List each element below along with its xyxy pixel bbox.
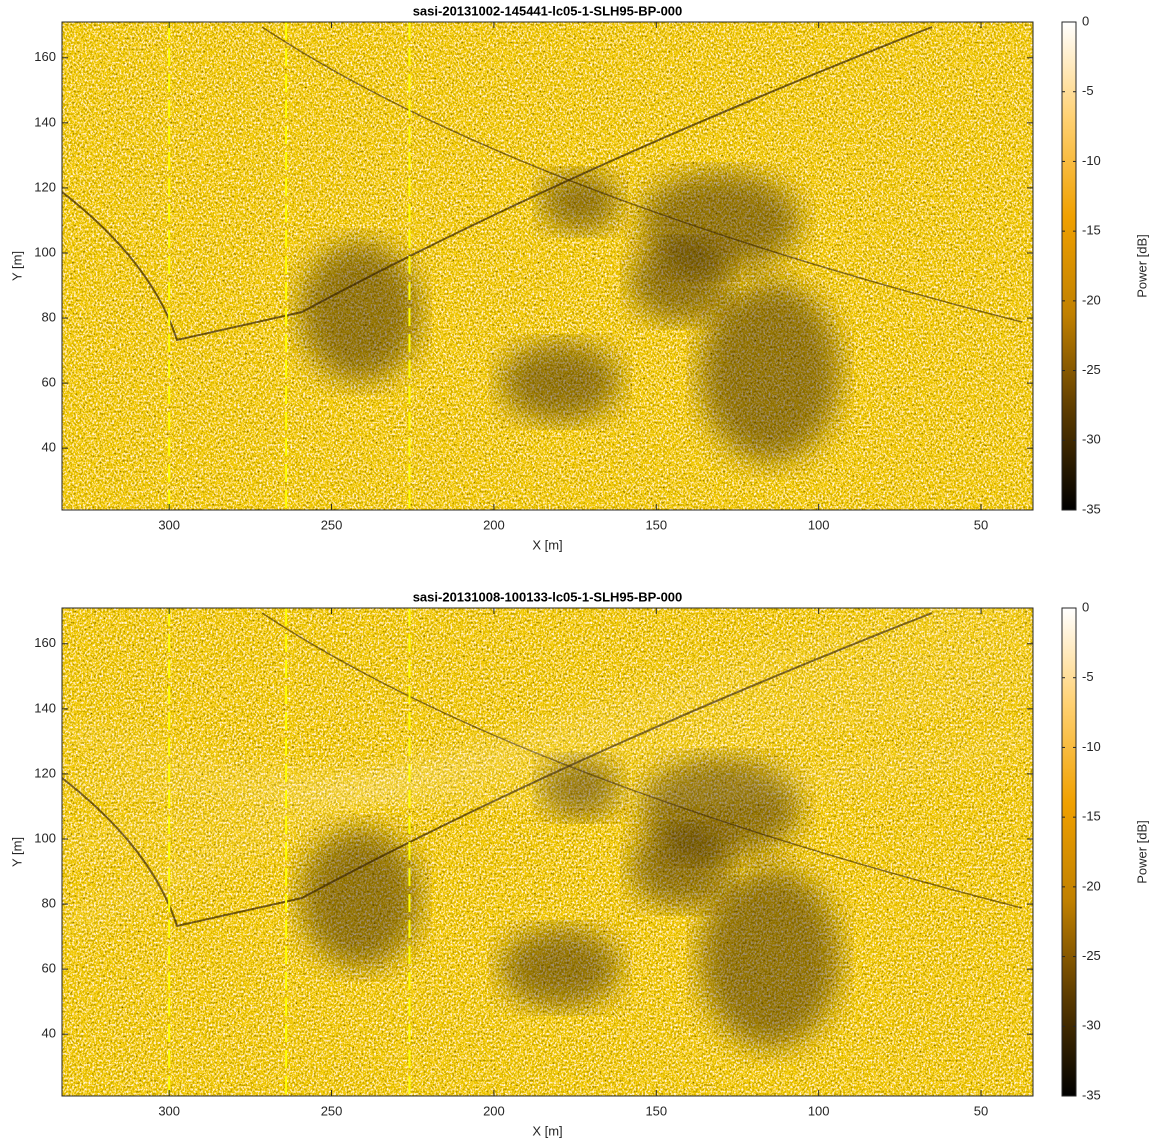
y-tick-label: 80 <box>42 309 56 324</box>
x-tick-label: 50 <box>974 1103 988 1118</box>
y-tick-label: 140 <box>34 114 56 129</box>
dark-patch <box>300 242 420 382</box>
y-tick-label: 160 <box>34 49 56 64</box>
y-tick-label: 140 <box>34 700 56 715</box>
colorbar-tick-label: -15 <box>1082 223 1101 238</box>
dark-patch <box>700 868 840 1048</box>
y-tick-label: 40 <box>42 440 56 455</box>
y-tick-label: 60 <box>42 375 56 390</box>
colorbar-tick-label: -25 <box>1082 362 1101 377</box>
dark-patch <box>630 828 730 908</box>
dark-patch <box>300 828 420 968</box>
y-axis-label: Y [m] <box>9 251 24 281</box>
x-tick-label: 250 <box>321 1103 343 1118</box>
dark-patch <box>700 282 840 462</box>
colorbar-tick-label: -30 <box>1082 1018 1101 1033</box>
colorbar-tick-label: -20 <box>1082 292 1101 307</box>
sonar-image <box>62 22 1033 510</box>
x-tick-label: 250 <box>321 517 343 532</box>
y-tick-label: 120 <box>34 179 56 194</box>
x-tick-label: 200 <box>483 517 505 532</box>
sonar-image <box>62 598 1033 1096</box>
x-tick-label: 200 <box>483 1103 505 1118</box>
x-tick-label: 100 <box>808 1103 830 1118</box>
x-tick-label: 150 <box>645 1103 667 1118</box>
figure: 300 250 200 150 100 50 40 60 80 100 120 140 160 sasi-… <box>0 0 1157 1142</box>
y-tick-label: 100 <box>34 830 56 845</box>
chart-title: sasi-20131008-100133-lc05-1-SLH95-BP-000 <box>413 589 683 604</box>
y-tick-label: 100 <box>34 244 56 259</box>
x-tick-label: 300 <box>158 517 180 532</box>
colorbar-label: Power [dB] <box>1134 820 1149 884</box>
dark-patch <box>630 242 730 322</box>
colorbar-tick-label: 0 <box>1082 599 1089 614</box>
colorbar-tick-label: -5 <box>1082 669 1094 684</box>
dark-patch <box>500 342 620 422</box>
colorbar-tick-label: -30 <box>1082 432 1101 447</box>
colorbar <box>1062 22 1076 510</box>
dark-patch <box>540 172 620 232</box>
y-tick-label: 160 <box>34 635 56 650</box>
x-axis-label: X [m] <box>532 1123 562 1138</box>
colorbar-tick-label: -35 <box>1082 1087 1101 1102</box>
colorbar-label: Power [dB] <box>1134 234 1149 298</box>
colorbar-tick-label: 0 <box>1082 13 1089 28</box>
dark-patch <box>500 928 620 1008</box>
colorbar-tick-label: -10 <box>1082 739 1101 754</box>
y-tick-label: 40 <box>42 1026 56 1041</box>
image-texture <box>62 608 1033 1096</box>
colorbar-tick-label: -10 <box>1082 153 1101 168</box>
chart-title: sasi-20131002-145441-lc05-1-SLH95-BP-000 <box>413 3 683 18</box>
x-axis-label: X [m] <box>532 537 562 552</box>
colorbar-tick-label: -15 <box>1082 809 1101 824</box>
colorbar-tick-label: -5 <box>1082 83 1094 98</box>
y-tick-label: 60 <box>42 961 56 976</box>
colorbar-tick-label: -20 <box>1082 878 1101 893</box>
colorbar-tick-label: -25 <box>1082 948 1101 963</box>
y-tick-label: 120 <box>34 765 56 780</box>
colorbar <box>1062 608 1076 1096</box>
y-axis-label: Y [m] <box>9 837 24 867</box>
x-tick-label: 150 <box>645 517 667 532</box>
y-tick-label: 80 <box>42 895 56 910</box>
x-tick-label: 100 <box>808 517 830 532</box>
image-texture <box>62 22 1033 510</box>
colorbar-tick-label: -35 <box>1082 501 1101 516</box>
x-tick-label: 300 <box>158 1103 180 1118</box>
x-tick-label: 50 <box>974 517 988 532</box>
